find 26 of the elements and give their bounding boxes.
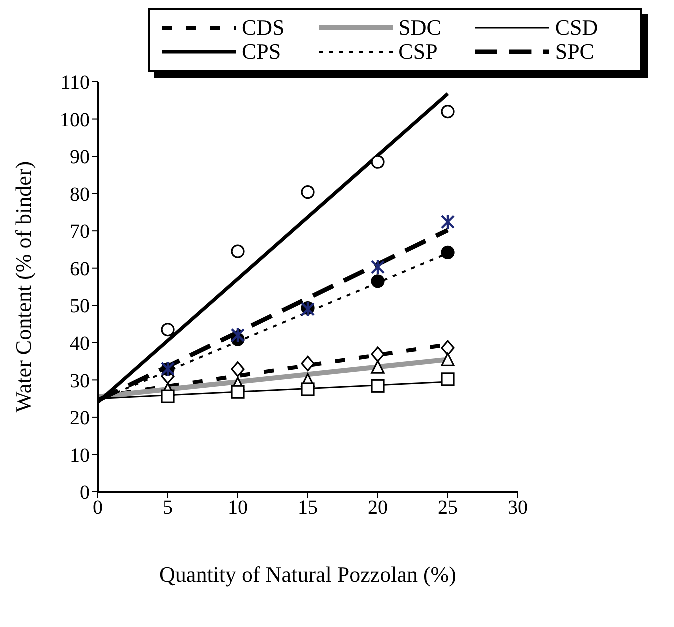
x-tick-label: 30 <box>508 497 528 520</box>
x-tick-label: 10 <box>228 497 248 520</box>
legend-label: CPS <box>242 39 282 64</box>
legend-label: SDC <box>398 15 442 40</box>
y-tick-label: 100 <box>60 109 90 132</box>
x-axis-title: Quantity of Natural Pozzolan (%) <box>160 562 456 587</box>
y-tick-label: 110 <box>60 72 90 94</box>
legend-label: CSD <box>555 15 598 40</box>
y-tick-label: 30 <box>70 370 90 392</box>
y-tick-label: 40 <box>70 333 90 356</box>
x-tick-label: 15 <box>298 497 318 520</box>
y-tick-label: 90 <box>70 146 90 169</box>
y-tick-label: 60 <box>70 258 90 280</box>
legend-label: CSP <box>398 39 438 64</box>
y-tick-label: 0 <box>80 482 90 504</box>
legend-label: CDS <box>242 15 285 40</box>
y-tick-label: 70 <box>70 221 90 244</box>
x-tick-label: 5 <box>163 497 173 520</box>
y-tick-label: 50 <box>70 296 90 318</box>
x-tick-label: 25 <box>438 497 458 520</box>
y-tick-label: 10 <box>70 444 90 467</box>
x-tick-label: 20 <box>368 497 388 520</box>
legend-label: SPC <box>555 39 594 64</box>
y-axis-title: Water Content (% of binder) <box>10 161 36 413</box>
y-tick-label: 20 <box>70 408 90 430</box>
y-tick-label: 80 <box>70 184 90 206</box>
